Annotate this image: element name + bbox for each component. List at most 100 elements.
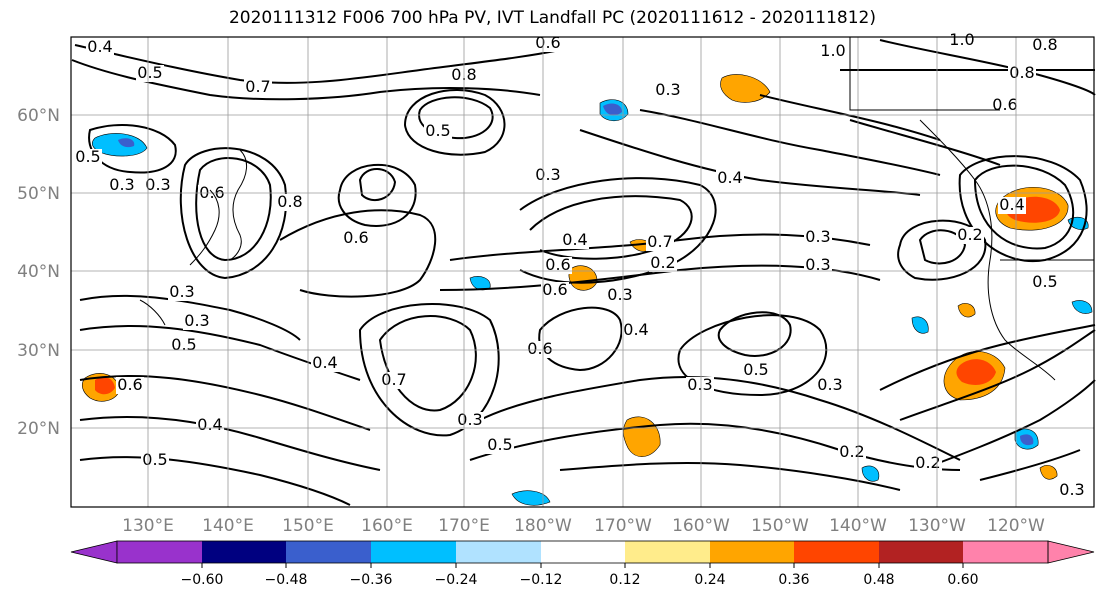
lat-label-60n: 60°N bbox=[17, 106, 60, 126]
contour-label-bg bbox=[136, 65, 164, 82]
lon-label-150e: 150°E bbox=[282, 516, 334, 536]
map-title: 2020111312 F006 700 hPa PV, IVT Landfall… bbox=[228, 8, 876, 28]
contour-label: 0.3 bbox=[535, 165, 560, 184]
colorbar-tick-label: −0.60 bbox=[181, 572, 224, 588]
lat-label-40n: 40°N bbox=[17, 262, 60, 282]
colorbar bbox=[70, 540, 1095, 564]
colorbar-segment bbox=[625, 541, 711, 563]
contour-label-bg bbox=[561, 232, 589, 249]
contour-label-bg bbox=[526, 341, 554, 358]
contour-label-bg bbox=[196, 417, 224, 434]
colorbar-segment bbox=[286, 541, 372, 563]
contour-label: 0.5 bbox=[425, 121, 450, 140]
map-frame bbox=[70, 36, 1095, 508]
contour-label: 0.4 bbox=[717, 168, 742, 187]
contour-label: 0.5 bbox=[1032, 272, 1057, 291]
contour-label: 0.3 bbox=[607, 285, 632, 304]
contour-label-bg bbox=[816, 377, 844, 394]
contour-label-bg bbox=[198, 185, 226, 202]
contour-label-bg bbox=[622, 322, 650, 339]
graticule bbox=[71, 37, 1094, 507]
contour-label: 0.2 bbox=[839, 442, 864, 461]
contour-label-bg bbox=[116, 377, 144, 394]
contour-label: 0.3 bbox=[805, 227, 830, 246]
colorbar-segment bbox=[963, 541, 1049, 563]
latitude-labels: 60°N 50°N 40°N 30°N 20°N bbox=[17, 106, 60, 439]
contour-label: 0.7 bbox=[381, 370, 406, 389]
contour-label: 0.3 bbox=[655, 80, 680, 99]
colorbar-segment bbox=[879, 541, 964, 563]
lat-label-20n: 20°N bbox=[17, 419, 60, 439]
lon-label-170w: 170°W bbox=[594, 516, 652, 536]
colorbar-tick-label: 0.36 bbox=[778, 572, 809, 588]
lon-label-160w: 160°W bbox=[672, 516, 730, 536]
colorbar-segment bbox=[794, 541, 880, 563]
contour-label-bg bbox=[74, 149, 102, 166]
lon-label-180w: 180°W bbox=[514, 516, 572, 536]
contour-label: 0.3 bbox=[184, 311, 209, 330]
contour-label: 0.5 bbox=[75, 147, 100, 166]
contour-label-bg bbox=[534, 35, 562, 52]
lon-label-140e: 140°E bbox=[202, 516, 254, 536]
colorbar-ticks: −0.60 −0.48 −0.36 −0.24 −0.12 0.12 0.24 0.36 0.4… bbox=[181, 563, 979, 588]
colorbar-outline bbox=[116, 540, 1049, 564]
contour-label-bg bbox=[244, 79, 272, 96]
colorbar-tick-label: 0.48 bbox=[863, 572, 894, 588]
lon-label-140w: 140°W bbox=[829, 516, 887, 536]
lon-label-170e: 170°E bbox=[438, 516, 490, 536]
contour-label: 0.3 bbox=[109, 175, 134, 194]
contour-label-bg bbox=[1031, 37, 1059, 54]
contour-label: 0.2 bbox=[957, 225, 982, 244]
colorbar-segment bbox=[117, 541, 203, 563]
contour-label: 0.3 bbox=[457, 410, 482, 429]
contour-label-bg bbox=[276, 194, 304, 211]
contour-label: 0.4 bbox=[623, 320, 648, 339]
lat-label-50n: 50°N bbox=[17, 184, 60, 204]
colorbar-segment bbox=[371, 541, 457, 563]
contour-label-bg bbox=[86, 39, 114, 56]
contour-label: 0.3 bbox=[687, 375, 712, 394]
contour-label: 0.7 bbox=[245, 77, 270, 96]
contour-label: 0.6 bbox=[992, 95, 1017, 114]
contour-label: 0.4 bbox=[312, 353, 337, 372]
contour-label: 0.3 bbox=[805, 255, 830, 274]
contour-label: 0.7 bbox=[647, 232, 672, 251]
contour-label: 0.3 bbox=[169, 282, 194, 301]
contour-label: 0.2 bbox=[650, 253, 675, 272]
contour-label-bg bbox=[1058, 482, 1086, 499]
lon-label-130e: 130°E bbox=[122, 516, 174, 536]
contour-label: 0.5 bbox=[743, 360, 768, 379]
contour-label: 0.3 bbox=[817, 375, 842, 394]
contour-label: 0.6 bbox=[542, 280, 567, 299]
contour-label-bg bbox=[486, 437, 514, 454]
contour-label: 1.0 bbox=[949, 30, 974, 49]
contour-label-bg bbox=[654, 82, 682, 99]
contour-label: 0.6 bbox=[535, 33, 560, 52]
contour-label-bg bbox=[804, 229, 832, 246]
colorbar-tick-label: 0.24 bbox=[694, 572, 725, 588]
lon-label-120w: 120°W bbox=[987, 516, 1045, 536]
contour-label-bg bbox=[1031, 274, 1059, 291]
contour-label: 0.3 bbox=[1059, 480, 1084, 499]
colorbar-extend-min bbox=[70, 540, 118, 564]
colorbar-tick-label: −0.24 bbox=[435, 572, 478, 588]
contour-label-bg bbox=[342, 230, 370, 247]
colorbar-segment bbox=[710, 541, 795, 563]
contour-label: 0.2 bbox=[915, 453, 940, 472]
contour-label-bg bbox=[649, 255, 677, 272]
colorbar-tick-label: −0.36 bbox=[350, 572, 393, 588]
contour-label-bg bbox=[956, 227, 984, 244]
contour-label-bg bbox=[544, 257, 572, 274]
contour-label-bg bbox=[716, 170, 744, 187]
contour-label: 0.6 bbox=[117, 375, 142, 394]
contour-label: 0.6 bbox=[343, 228, 368, 247]
contour-label: 0.4 bbox=[562, 230, 587, 249]
contour-label-bg bbox=[456, 412, 484, 429]
contour-label: 0.4 bbox=[87, 37, 112, 56]
colorbar-extend-max bbox=[1047, 540, 1095, 564]
contour-label: 0.6 bbox=[545, 255, 570, 274]
contour-label-bg bbox=[819, 43, 847, 60]
colorbar-tick-label: −0.48 bbox=[265, 572, 308, 588]
contour-label: 0.3 bbox=[145, 175, 170, 194]
contour-label-bg bbox=[948, 32, 976, 49]
